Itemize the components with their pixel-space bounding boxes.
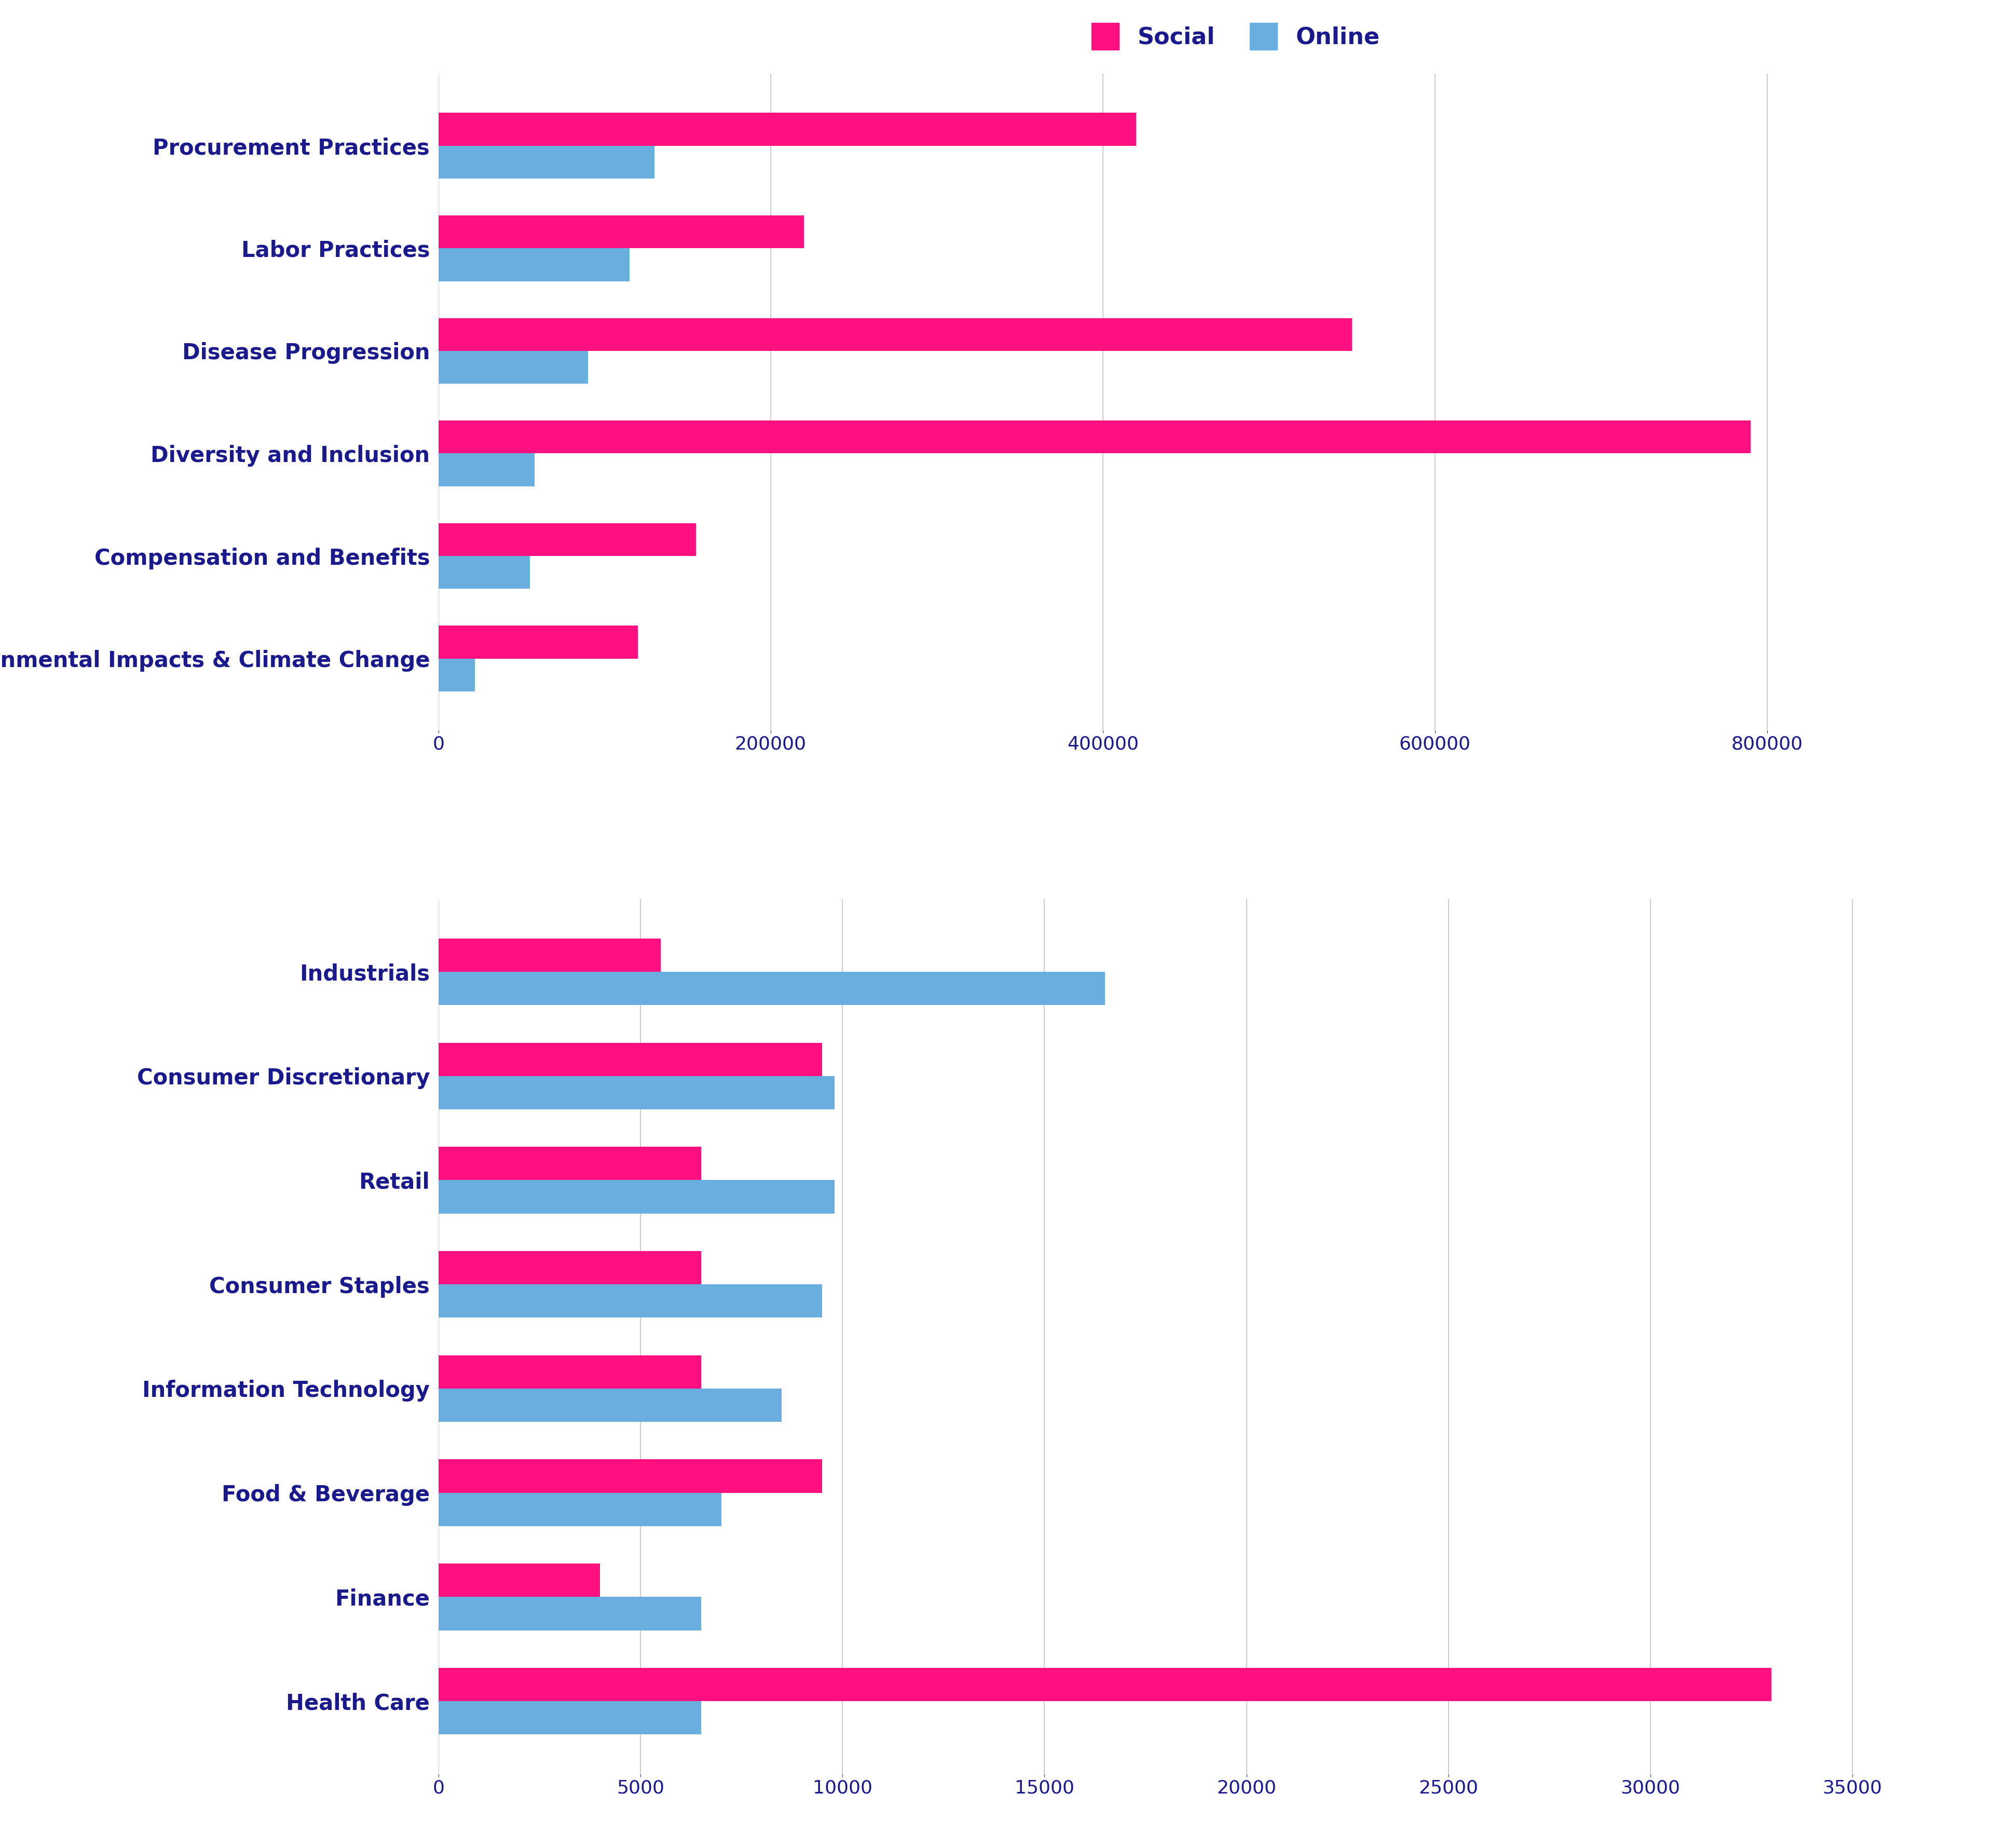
Bar [438, 146, 654, 179]
Bar [438, 318, 1351, 351]
Bar [438, 1597, 702, 1630]
Legend: Social, Online: Social, Online [1080, 11, 1391, 61]
Bar [438, 248, 630, 281]
Bar [438, 1493, 721, 1526]
Bar [438, 1148, 702, 1181]
Bar [438, 1042, 823, 1076]
Bar [438, 1388, 781, 1421]
Bar [438, 939, 660, 972]
Bar [438, 1563, 600, 1597]
Bar [438, 1076, 835, 1109]
Bar [438, 1355, 702, 1388]
Bar [438, 523, 696, 556]
Bar [438, 216, 803, 248]
Bar [438, 626, 638, 658]
Bar [438, 1251, 702, 1284]
Bar [438, 1460, 823, 1493]
Bar [438, 113, 1136, 146]
Bar [438, 972, 1104, 1005]
Bar [438, 1284, 823, 1318]
Bar [438, 421, 1750, 453]
Bar [438, 351, 588, 384]
Bar [438, 1667, 1772, 1702]
Bar [438, 556, 530, 590]
Bar [438, 1702, 702, 1735]
Bar [438, 1181, 835, 1214]
Bar [438, 453, 534, 486]
Bar [438, 658, 474, 691]
